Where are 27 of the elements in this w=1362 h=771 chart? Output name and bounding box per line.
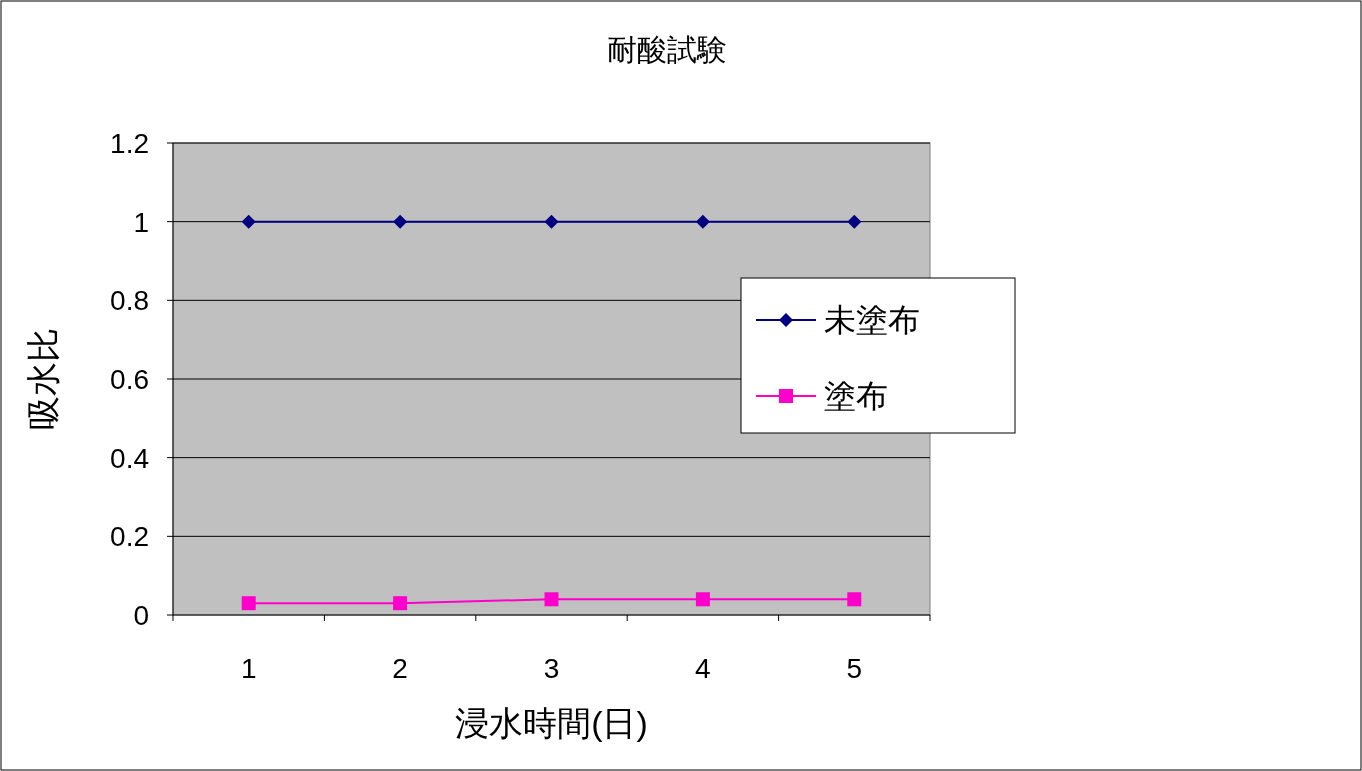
point xyxy=(847,214,862,229)
point xyxy=(393,596,408,611)
point xyxy=(241,214,256,229)
y-axis-title: 吸水比 xyxy=(24,328,62,430)
x-tick-label: 3 xyxy=(543,653,560,684)
point xyxy=(847,592,862,607)
x-tick-label: 2 xyxy=(392,653,408,684)
y-tick-label: 0.4 xyxy=(110,442,149,474)
point xyxy=(695,214,710,229)
y-tick-label: 1.2 xyxy=(110,128,149,159)
point xyxy=(544,592,559,607)
chart-title: 耐酸試験 xyxy=(606,33,727,66)
point xyxy=(241,596,256,611)
x-tick-label: 1 xyxy=(240,653,257,684)
y-tick-label: 1 xyxy=(133,206,149,238)
x-tick-label: 4 xyxy=(695,653,711,684)
point xyxy=(393,214,408,229)
point xyxy=(544,214,559,229)
legend-label: 塗布 xyxy=(824,378,888,414)
legend-label: 未塗布 xyxy=(824,302,920,338)
y-tick-label: 0.6 xyxy=(110,364,149,395)
y-tick-label: 0 xyxy=(133,600,149,631)
x-axis-title: 浸水時間(日) xyxy=(455,704,648,742)
y-tick-label: 0.2 xyxy=(110,521,149,553)
y-tick-label: 0.8 xyxy=(110,285,149,317)
point xyxy=(695,592,710,607)
x-tick-label: 5 xyxy=(846,653,863,684)
